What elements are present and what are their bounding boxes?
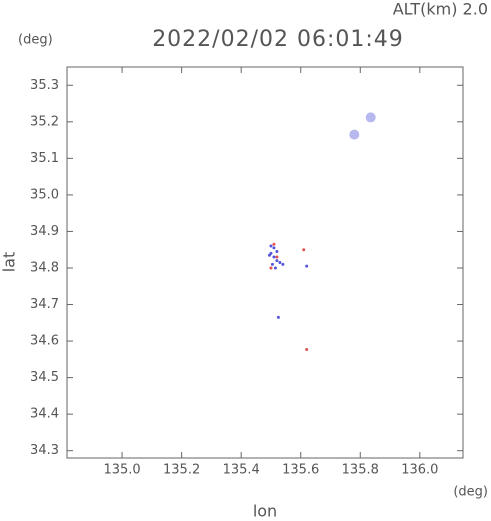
point	[267, 253, 271, 257]
chart-title: 2022/02/02 06:01:49	[152, 27, 404, 52]
y-tick-label: 34.4	[30, 407, 59, 422]
y-unit: (deg)	[18, 33, 53, 48]
y-tick-label: 34.8	[30, 260, 59, 275]
point	[272, 242, 276, 246]
y-label: lat	[0, 252, 19, 273]
point	[269, 266, 273, 270]
y-tick-label: 35.1	[30, 151, 59, 166]
y-tick-label: 34.9	[30, 224, 59, 239]
point	[365, 112, 376, 123]
plot-frame	[66, 66, 464, 459]
point	[281, 262, 285, 266]
point	[269, 244, 273, 248]
point	[305, 264, 309, 268]
point	[270, 262, 274, 266]
x-tick-label: 135.0	[103, 463, 140, 478]
x-unit: (deg)	[453, 485, 488, 500]
point	[305, 347, 309, 351]
y-tick-label: 34.5	[30, 370, 59, 385]
point	[349, 129, 360, 140]
point	[275, 250, 279, 254]
x-tick-label: 136.0	[401, 463, 438, 478]
point	[276, 315, 280, 319]
annotation: ALT(km) 2.0	[393, 0, 488, 19]
point	[272, 246, 276, 250]
point	[272, 255, 276, 259]
point	[273, 266, 277, 270]
point	[302, 248, 306, 252]
x-tick-label: 135.6	[282, 463, 319, 478]
y-tick-label: 35.3	[30, 78, 59, 93]
point	[278, 261, 282, 264]
x-label: lon	[253, 502, 277, 521]
y-tick-label: 35.0	[30, 187, 59, 202]
y-tick-label: 34.7	[30, 297, 59, 312]
x-tick-label: 135.4	[223, 463, 260, 478]
point	[275, 259, 279, 263]
y-tick-label: 34.3	[30, 443, 59, 458]
x-tick-label: 135.8	[342, 463, 379, 478]
y-tick-label: 34.6	[30, 334, 59, 349]
x-tick-label: 135.2	[163, 463, 200, 478]
y-tick-label: 35.2	[30, 114, 59, 129]
point	[275, 255, 279, 259]
